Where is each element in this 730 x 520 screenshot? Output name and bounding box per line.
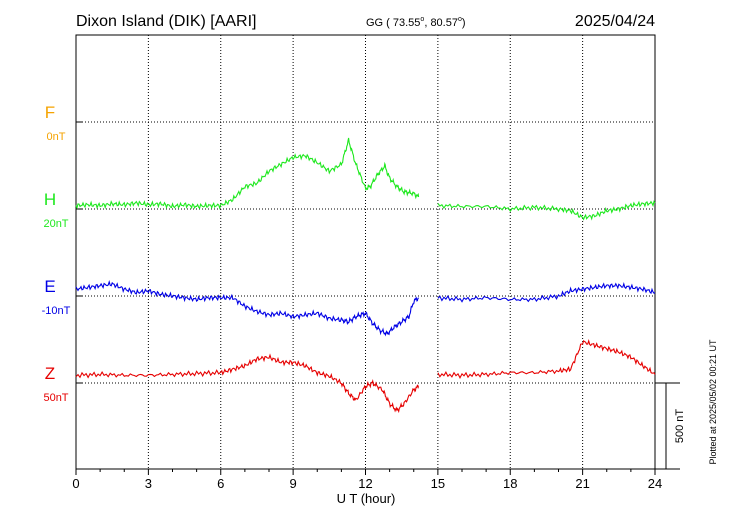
scale-bar-label: 500 nT bbox=[674, 409, 686, 444]
series-line-e bbox=[437, 282, 656, 303]
scale-bar: 500 nT bbox=[655, 382, 686, 470]
x-tick-label: 21 bbox=[575, 476, 589, 491]
x-tick-label: 15 bbox=[431, 476, 445, 491]
traces bbox=[75, 137, 656, 414]
series-name-label: E bbox=[44, 277, 55, 296]
series-baseline-label: 0nT bbox=[47, 131, 66, 143]
grid bbox=[76, 35, 655, 469]
x-tick-label: 6 bbox=[217, 476, 224, 491]
series-line-h bbox=[75, 137, 420, 210]
x-tick-label: 24 bbox=[648, 476, 662, 491]
date-label: 2025/04/24 bbox=[575, 13, 655, 30]
series-line-z bbox=[437, 338, 656, 380]
series-baseline-label: 50nT bbox=[43, 392, 68, 404]
series-name-label: H bbox=[44, 190, 56, 209]
series-line-z bbox=[75, 353, 420, 414]
x-tick-label: 18 bbox=[503, 476, 517, 491]
x-axis-label: U T (hour) bbox=[337, 491, 396, 506]
coordinates-label: GG ( 73.55o, 80.57o) bbox=[366, 16, 466, 29]
x-tick-label: 3 bbox=[145, 476, 152, 491]
x-tick-label: 0 bbox=[72, 476, 79, 491]
series-line-e bbox=[75, 280, 420, 337]
series-baseline-label: 20nT bbox=[43, 218, 68, 230]
series-line-h bbox=[437, 200, 656, 221]
x-tick-label: 12 bbox=[358, 476, 372, 491]
x-tick-label: 9 bbox=[290, 476, 297, 491]
series-baseline-label: -10nT bbox=[42, 305, 71, 317]
series-name-label: F bbox=[45, 103, 55, 122]
plotted-at-note: Plotted at 2025/05/02 00:21 UT bbox=[708, 339, 718, 465]
series-labels: F 0nT H 20nT E -10nT Z 50nT bbox=[42, 103, 71, 404]
x-axis: 0 3 6 9 12 15 18 21 24 bbox=[72, 469, 662, 491]
station-title: Dixon Island (DIK) [AARI] bbox=[76, 13, 257, 30]
series-name-label: Z bbox=[45, 364, 55, 383]
